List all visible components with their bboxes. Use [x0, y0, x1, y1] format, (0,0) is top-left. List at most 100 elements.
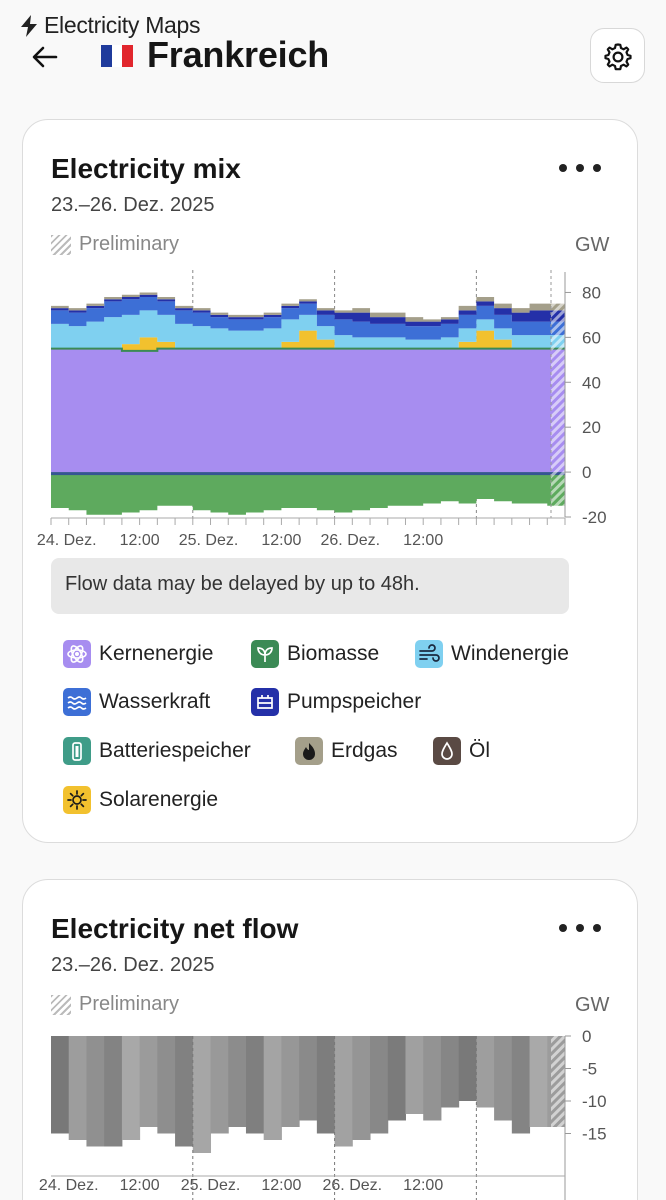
x-tick-label: 25. Dez.	[181, 1177, 241, 1194]
sun-icon	[63, 786, 91, 814]
drop-icon	[433, 737, 461, 765]
series-windenergie-area[interactable]	[51, 310, 565, 349]
series-solarenergie-area[interactable]	[51, 330, 565, 351]
y-tick-label: 0	[582, 463, 591, 482]
net-flow-bar[interactable]	[245, 1036, 265, 1134]
legend-label: Kernenergie	[99, 642, 214, 665]
y-tick-label: -15	[582, 1125, 607, 1144]
country-name: Frankreich	[147, 34, 330, 75]
net-flow-bar[interactable]	[529, 1036, 548, 1127]
series-wasserkraft-area[interactable]	[51, 296, 565, 340]
more-dot-icon	[559, 164, 567, 172]
net-flow-bar[interactable]	[299, 1036, 318, 1121]
battery-icon	[63, 737, 91, 765]
net-flow-bar[interactable]	[192, 1036, 212, 1153]
top-bar: Electricity Maps Frankreich	[0, 0, 666, 100]
legend-label: Wasserkraft	[99, 690, 211, 713]
hatch-icon	[51, 994, 71, 1015]
y-tick-label: 20	[582, 418, 601, 437]
flow-preliminary-label: Preliminary	[79, 993, 180, 1015]
flow-more-button[interactable]	[559, 916, 601, 940]
legend-label: Windenergie	[451, 642, 569, 665]
preliminary-hatch-area	[551, 1036, 565, 1200]
net-flow-bar[interactable]	[476, 1036, 495, 1108]
y-tick-label: -5	[582, 1060, 597, 1079]
legend-item[interactable]: Pumpspeicher	[251, 688, 421, 716]
y-tick-label: -20	[582, 508, 607, 527]
x-tick-label: 24. Dez.	[39, 1177, 99, 1194]
legend-item[interactable]: Solarenergie	[63, 786, 218, 814]
y-tick-label: 0	[582, 1027, 591, 1046]
net-flow-bar[interactable]	[458, 1036, 477, 1101]
x-tick-label: 12:00	[120, 532, 160, 549]
net-flow-bar[interactable]	[51, 1036, 70, 1134]
more-dot-icon	[593, 924, 601, 932]
net-flow-bar[interactable]	[387, 1036, 406, 1121]
net-flow-bar[interactable]	[370, 1036, 389, 1134]
legend-label: Erdgas	[331, 739, 398, 762]
mix-date-range: 23.–26. Dez. 2025	[51, 194, 215, 216]
net-flow-bar[interactable]	[494, 1036, 513, 1121]
brand-logo[interactable]: Electricity Maps	[20, 12, 201, 39]
electricity-net-flow-card: Electricity net flow 23.–26. Dez. 2025 P…	[22, 879, 638, 1200]
flow-date-range: 23.–26. Dez. 2025	[51, 954, 215, 976]
net-flow-bar[interactable]	[139, 1036, 158, 1127]
series-erdgas-area[interactable]	[51, 292, 565, 322]
flow-title: Electricity net flow	[51, 913, 299, 944]
more-dot-icon	[559, 924, 567, 932]
electricity-mix-chart[interactable]: 80 60 40 20 0 -20 24. Dez. 12:00 25. Dez. 12:00 26…	[23, 120, 639, 550]
pump-consumption-band	[51, 472, 565, 476]
net-flow-bar[interactable]	[175, 1036, 194, 1147]
legend-label: Batteriespeicher	[99, 739, 251, 762]
legend-label: Biomasse	[287, 642, 380, 665]
series-biomasse-line[interactable]	[51, 347, 565, 352]
x-tick-label: 12:00	[403, 1177, 443, 1194]
legend-item[interactable]: Batteriespeicher	[63, 737, 251, 765]
y-tick-label: 60	[582, 328, 601, 347]
net-flow-bar[interactable]	[86, 1036, 105, 1147]
net-flow-bar[interactable]	[210, 1036, 229, 1134]
y-tick-label: 80	[582, 283, 601, 302]
legend-item[interactable]: Windenergie	[415, 640, 569, 668]
net-flow-bar[interactable]	[352, 1036, 371, 1140]
net-flow-bar[interactable]	[228, 1036, 247, 1127]
net-flow-bar[interactable]	[423, 1036, 442, 1121]
net-flow-bar[interactable]	[104, 1036, 123, 1147]
back-button[interactable]	[28, 40, 62, 74]
legend-item[interactable]: Biomasse	[251, 640, 379, 668]
net-flow-bar[interactable]	[68, 1036, 87, 1140]
net-flow-bar[interactable]	[511, 1036, 531, 1134]
net-flow-bar[interactable]	[440, 1036, 460, 1108]
electricity-mix-card: Electricity mix 23.–26. Dez. 2025 Prelim…	[22, 119, 638, 843]
legend-item[interactable]: Öl	[433, 737, 490, 765]
net-flow-bar[interactable]	[263, 1036, 282, 1140]
wind-icon	[415, 640, 443, 668]
gear-icon	[603, 42, 632, 70]
settings-button[interactable]	[590, 28, 645, 83]
series-kernenergie-area[interactable]	[51, 348, 565, 473]
x-tick-label: 24. Dez.	[37, 532, 97, 549]
x-tick-label: 25. Dez.	[179, 532, 239, 549]
series-export-area[interactable]	[51, 472, 565, 515]
flow-unit: GW	[575, 994, 610, 1016]
net-flow-bar[interactable]	[157, 1036, 176, 1134]
flow-delay-notice: Flow data may be delayed by up to 48h.	[51, 558, 569, 614]
leaf-icon	[251, 640, 279, 668]
mix-more-button[interactable]	[559, 156, 601, 180]
more-dot-icon	[593, 164, 601, 172]
legend-item[interactable]: Wasserkraft	[63, 688, 210, 716]
flow-preliminary: Preliminary	[51, 993, 179, 1016]
net-flow-bar[interactable]	[121, 1036, 141, 1140]
net-flow-bar[interactable]	[334, 1036, 353, 1147]
y-tick-label: -10	[582, 1092, 607, 1111]
legend-item[interactable]: Erdgas	[295, 737, 398, 765]
x-tick-label: 26. Dez.	[321, 532, 381, 549]
electricity-net-flow-chart[interactable]: 0 -5 -10 -15 24. Dez. 12:00 25. Dez. 12:00 26. D…	[23, 880, 639, 1200]
net-flow-bar[interactable]	[281, 1036, 300, 1127]
x-tick-label: 12:00	[403, 532, 443, 549]
legend-item[interactable]: Kernenergie	[63, 640, 213, 668]
flame-icon	[295, 737, 323, 765]
x-tick-label: 12:00	[261, 532, 301, 549]
net-flow-bar[interactable]	[405, 1036, 424, 1114]
net-flow-bar[interactable]	[316, 1036, 336, 1134]
